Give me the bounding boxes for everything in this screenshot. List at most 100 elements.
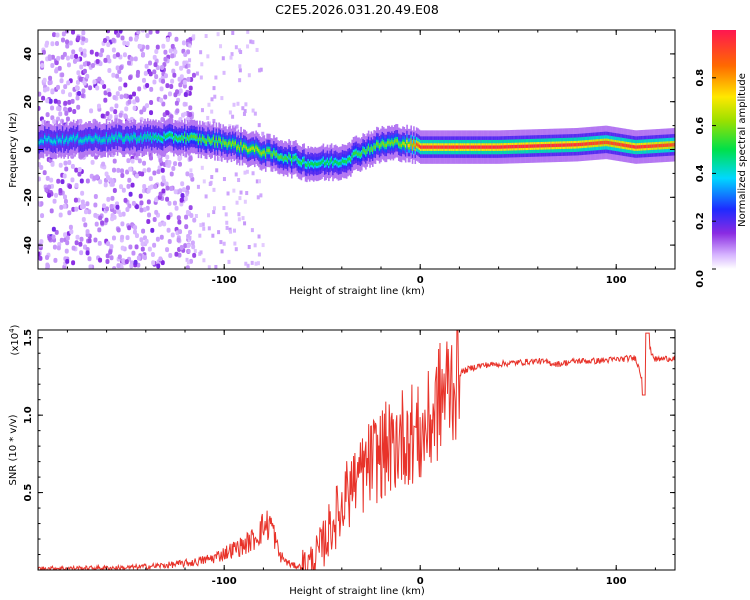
- ridge-cell: [260, 152, 263, 156]
- noise-cell: [106, 196, 111, 202]
- ridge-cell: [319, 161, 322, 165]
- noise-cell: [83, 222, 88, 228]
- noise-cell: [148, 30, 153, 35]
- ridge-cell: [417, 143, 419, 147]
- ridge-cell: [668, 143, 670, 147]
- ridge-cell: [200, 139, 203, 144]
- ridge-cell: [297, 160, 300, 164]
- noise-cell: [229, 229, 233, 234]
- noise-cell: [237, 178, 241, 183]
- noise-cell: [225, 220, 229, 225]
- noise-cell: [171, 68, 176, 74]
- noise-cell: [55, 116, 60, 122]
- noise-cell: [78, 241, 83, 247]
- noise-cell: [183, 111, 187, 116]
- ridge-cell: [428, 145, 430, 149]
- noise-cell: [182, 79, 187, 85]
- ridge-cell: [400, 143, 403, 148]
- ridge-cell: [664, 143, 666, 148]
- noise-cell: [137, 158, 142, 164]
- ridge-cell: [201, 136, 204, 140]
- noise-cell: [142, 255, 147, 261]
- ridge-cell: [452, 145, 455, 149]
- ridge-cell: [447, 145, 450, 149]
- ridge-cell: [269, 148, 271, 153]
- noise-cell: [53, 98, 58, 104]
- colorbar-tick-label: 0.2: [695, 212, 706, 230]
- ridge-cell: [623, 143, 625, 147]
- ridge-cell: [433, 145, 436, 149]
- noise-cell: [212, 118, 216, 123]
- noise-cell: [246, 263, 250, 268]
- noise-cell: [173, 189, 178, 195]
- noise-cell: [146, 188, 151, 194]
- noise-cell: [118, 76, 123, 82]
- ridge-cell: [547, 143, 550, 148]
- noise-cell: [62, 173, 67, 179]
- noise-cell: [54, 192, 59, 198]
- x-tick-label: 0: [417, 576, 424, 587]
- y-tick-label: 1.0: [23, 406, 34, 424]
- noise-cell: [56, 245, 61, 251]
- noise-cell: [105, 111, 110, 117]
- noise-cell: [78, 118, 83, 124]
- ridge-cell: [612, 141, 614, 146]
- noise-cell: [156, 263, 161, 269]
- noise-cell: [188, 111, 193, 117]
- ridge-cell: [628, 144, 631, 148]
- noise-cell: [154, 209, 159, 215]
- ridge-cell: [263, 150, 266, 154]
- noise-cell: [130, 158, 135, 164]
- noise-cell: [52, 198, 57, 204]
- ridge-cell: [542, 144, 544, 148]
- ridge-cell: [557, 143, 559, 147]
- noise-cell: [186, 243, 190, 248]
- noise-cell: [134, 155, 139, 161]
- noise-cell: [118, 86, 123, 92]
- noise-cell: [189, 168, 193, 173]
- ridge-cell: [548, 143, 551, 148]
- noise-cell: [220, 96, 224, 101]
- noise-cell: [60, 179, 65, 185]
- noise-cell: [206, 115, 210, 120]
- ridge-cell: [565, 143, 568, 147]
- noise-cell: [177, 76, 182, 82]
- ridge-cell: [672, 143, 675, 147]
- noise-cell: [47, 184, 52, 190]
- ridge-cell: [301, 159, 304, 163]
- noise-cell: [134, 204, 139, 210]
- noise-cell: [198, 233, 202, 238]
- ridge-cell: [219, 138, 222, 143]
- ridge-cell: [586, 142, 588, 146]
- noise-cell: [181, 40, 186, 46]
- ridge-cell: [326, 159, 329, 164]
- noise-cell: [103, 97, 108, 103]
- ridge-cell: [96, 135, 98, 140]
- ridge-cell: [418, 144, 421, 148]
- noise-cell: [67, 107, 72, 113]
- noise-cell: [247, 73, 251, 78]
- noise-cell: [202, 226, 206, 231]
- noise-cell: [176, 215, 181, 221]
- noise-cell: [106, 54, 111, 60]
- ridge-cell: [179, 137, 182, 141]
- ridge-cell: [270, 153, 273, 157]
- ridge-cell: [76, 134, 79, 138]
- ridge-cell: [543, 144, 546, 148]
- ridge-cell: [458, 145, 461, 149]
- noise-cell: [67, 184, 72, 190]
- ridge-cell: [328, 162, 330, 167]
- ridge-cell: [468, 145, 470, 149]
- noise-cell: [179, 201, 184, 207]
- ridge-cell: [281, 155, 284, 159]
- noise-cell: [86, 61, 91, 67]
- ridge-cell: [277, 155, 279, 159]
- ridge-cell: [373, 145, 375, 149]
- ridge-cell: [537, 144, 540, 148]
- ridge-cell: [625, 143, 628, 148]
- noise-cell: [210, 175, 214, 180]
- ridge-cell: [558, 143, 561, 147]
- ridge-cell: [606, 140, 609, 145]
- noise-cell: [104, 206, 109, 212]
